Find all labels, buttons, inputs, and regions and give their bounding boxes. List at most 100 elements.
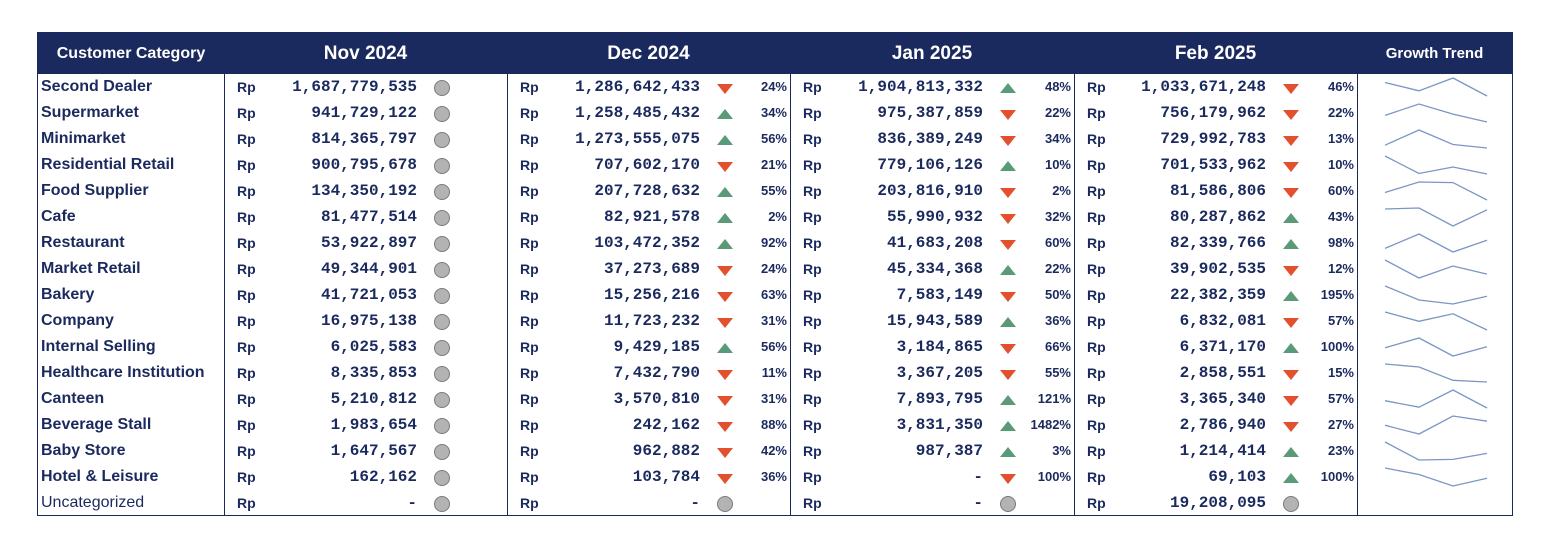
amount-value[interactable]: 3,365,340 bbox=[1179, 390, 1266, 408]
amount-value[interactable]: 5,210,812 bbox=[330, 390, 417, 408]
amount-value[interactable]: - bbox=[407, 494, 417, 512]
amount-value[interactable]: 729,992,783 bbox=[1160, 130, 1266, 148]
amount-value[interactable]: 1,983,654 bbox=[330, 416, 417, 434]
amount-value[interactable]: - bbox=[973, 468, 983, 486]
amount-value[interactable]: 987,387 bbox=[915, 442, 983, 460]
header-growth-trend[interactable]: Growth Trend bbox=[1385, 45, 1484, 62]
amount-value[interactable]: 975,387,859 bbox=[877, 104, 983, 122]
category-label[interactable]: Baby Store bbox=[41, 442, 126, 459]
amount-value[interactable]: 6,832,081 bbox=[1179, 312, 1266, 330]
amount-value[interactable]: 15,943,589 bbox=[886, 312, 983, 330]
amount-value[interactable]: 134,350,192 bbox=[311, 182, 417, 200]
amount-value[interactable]: 701,533,962 bbox=[1160, 156, 1266, 174]
currency-label: Rp bbox=[520, 339, 539, 355]
amount-value[interactable]: - bbox=[690, 494, 700, 512]
amount-value[interactable]: 7,893,795 bbox=[896, 390, 983, 408]
category-label[interactable]: Company bbox=[41, 312, 114, 329]
amount-value[interactable]: 1,258,485,432 bbox=[575, 104, 700, 122]
amount-value[interactable]: 8,335,853 bbox=[330, 364, 417, 382]
category-label[interactable]: Canteen bbox=[41, 390, 105, 407]
triangle-down-shape bbox=[717, 266, 733, 276]
amount-value[interactable]: 41,721,053 bbox=[320, 286, 417, 304]
amount-value[interactable]: 16,975,138 bbox=[320, 312, 417, 330]
category-label[interactable]: Supermarket bbox=[41, 104, 139, 121]
amount-value[interactable]: 707,602,170 bbox=[594, 156, 700, 174]
amount-value[interactable]: 242,162 bbox=[632, 416, 700, 434]
amount-value[interactable]: 6,025,583 bbox=[330, 338, 417, 356]
category-label[interactable]: Uncategorized bbox=[41, 494, 145, 511]
currency-label: Rp bbox=[803, 79, 822, 95]
amount-value[interactable]: 1,687,779,535 bbox=[292, 78, 417, 96]
amount-value[interactable]: 45,334,368 bbox=[886, 260, 983, 278]
triangle-down-shape bbox=[717, 370, 733, 380]
header-month-nov-2024[interactable]: Nov 2024 bbox=[323, 42, 408, 64]
currency-label: Rp bbox=[237, 157, 256, 173]
amount-value[interactable]: 1,286,642,433 bbox=[575, 78, 700, 96]
amount-value[interactable]: 39,902,535 bbox=[1169, 260, 1266, 278]
amount-value[interactable]: 1,273,555,075 bbox=[575, 130, 700, 148]
amount-value[interactable]: 814,365,797 bbox=[311, 130, 417, 148]
circle-shape bbox=[434, 444, 450, 460]
amount-value[interactable]: 203,816,910 bbox=[877, 182, 983, 200]
amount-value[interactable]: 2,786,940 bbox=[1179, 416, 1266, 434]
category-label[interactable]: Bakery bbox=[41, 286, 95, 303]
amount-value[interactable]: 81,586,806 bbox=[1169, 182, 1266, 200]
amount-value[interactable]: 2,858,551 bbox=[1179, 364, 1266, 382]
amount-value[interactable]: 7,583,149 bbox=[896, 286, 983, 304]
header-month-feb-2025[interactable]: Feb 2025 bbox=[1174, 42, 1257, 64]
amount-value[interactable]: 53,922,897 bbox=[320, 234, 417, 252]
category-label[interactable]: Healthcare Institution bbox=[41, 364, 205, 381]
amount-value[interactable]: 1,647,567 bbox=[330, 442, 417, 460]
category-label[interactable]: Internal Selling bbox=[41, 338, 156, 355]
category-label[interactable]: Residential Retail bbox=[41, 156, 175, 173]
amount-value[interactable]: 55,990,932 bbox=[886, 208, 983, 226]
category-label[interactable]: Hotel & Leisure bbox=[41, 468, 159, 485]
category-label[interactable]: Market Retail bbox=[41, 260, 141, 277]
amount-value[interactable]: 103,472,352 bbox=[594, 234, 700, 252]
growth-percent: 43% bbox=[1327, 209, 1354, 224]
amount-value[interactable]: 779,106,126 bbox=[877, 156, 983, 174]
amount-value[interactable]: 3,570,810 bbox=[613, 390, 700, 408]
amount-value[interactable]: 69,103 bbox=[1208, 468, 1266, 486]
amount-value[interactable]: 11,723,232 bbox=[603, 312, 700, 330]
header-category[interactable]: Customer Category bbox=[56, 44, 206, 62]
amount-value[interactable]: 9,429,185 bbox=[613, 338, 700, 356]
amount-value[interactable]: 941,729,122 bbox=[311, 104, 417, 122]
growth-percent: 121% bbox=[1037, 391, 1071, 406]
amount-value[interactable]: 49,344,901 bbox=[320, 260, 417, 278]
header-month-dec-2024[interactable]: Dec 2024 bbox=[607, 42, 690, 64]
amount-value[interactable]: 82,339,766 bbox=[1169, 234, 1266, 252]
amount-value[interactable]: 162,162 bbox=[349, 468, 417, 486]
category-label[interactable]: Minimarket bbox=[41, 130, 126, 147]
category-label[interactable]: Food Supplier bbox=[41, 182, 149, 199]
amount-value[interactable]: 900,795,678 bbox=[311, 156, 417, 174]
category-label[interactable]: Beverage Stall bbox=[41, 416, 152, 433]
amount-value[interactable]: 962,882 bbox=[632, 442, 700, 460]
amount-value[interactable]: 207,728,632 bbox=[594, 182, 700, 200]
amount-value[interactable]: 41,683,208 bbox=[886, 234, 983, 252]
amount-value[interactable]: 19,208,095 bbox=[1169, 494, 1266, 512]
category-label[interactable]: Restaurant bbox=[41, 234, 125, 251]
amount-value[interactable]: - bbox=[973, 494, 983, 512]
amount-value[interactable]: 3,367,205 bbox=[896, 364, 983, 382]
amount-value[interactable]: 1,214,414 bbox=[1179, 442, 1266, 460]
amount-value[interactable]: 81,477,514 bbox=[320, 208, 417, 226]
amount-value[interactable]: 103,784 bbox=[632, 468, 700, 486]
amount-value[interactable]: 1,904,813,332 bbox=[858, 78, 983, 96]
amount-value[interactable]: 7,432,790 bbox=[613, 364, 700, 382]
amount-value[interactable]: 22,382,359 bbox=[1169, 286, 1266, 304]
category-label[interactable]: Second Dealer bbox=[41, 78, 153, 95]
growth-trend-sparkline bbox=[1384, 415, 1488, 435]
amount-value[interactable]: 15,256,216 bbox=[603, 286, 700, 304]
amount-value[interactable]: 82,921,578 bbox=[603, 208, 700, 226]
category-label[interactable]: Cafe bbox=[41, 208, 76, 225]
amount-value[interactable]: 80,287,862 bbox=[1169, 208, 1266, 226]
amount-value[interactable]: 756,179,962 bbox=[1160, 104, 1266, 122]
amount-value[interactable]: 836,389,249 bbox=[877, 130, 983, 148]
amount-value[interactable]: 37,273,689 bbox=[603, 260, 700, 278]
amount-value[interactable]: 6,371,170 bbox=[1179, 338, 1266, 356]
header-month-jan-2025[interactable]: Jan 2025 bbox=[891, 42, 973, 64]
amount-value[interactable]: 1,033,671,248 bbox=[1141, 78, 1266, 96]
amount-value[interactable]: 3,831,350 bbox=[896, 416, 983, 434]
amount-value[interactable]: 3,184,865 bbox=[896, 338, 983, 356]
